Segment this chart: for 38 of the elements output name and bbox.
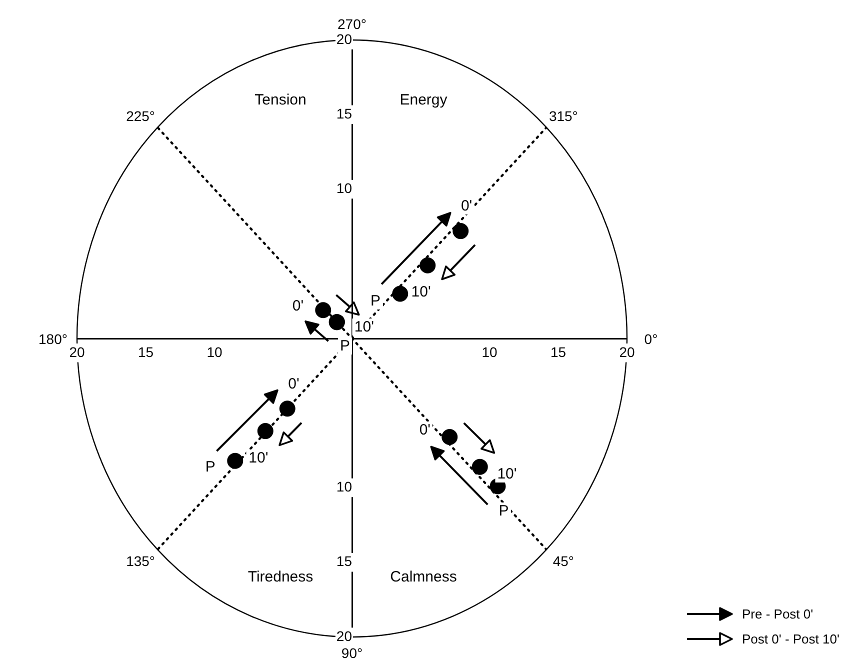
y-tick-label: 20 (336, 628, 352, 644)
annotation: Energy (400, 91, 448, 108)
text: Post 0' - Post 10' (742, 632, 840, 646)
annotation: 10' (495, 465, 519, 482)
annotation: 225° (126, 108, 156, 124)
y-tick-label: 10 (336, 180, 352, 196)
text: 90° (341, 645, 363, 661)
y-tick-label: 20 (336, 30, 352, 47)
annotation: 0' (417, 422, 433, 439)
x-tick-label: 10 (206, 344, 222, 360)
annotation: Tiredness (248, 568, 314, 586)
text: 270° (338, 16, 366, 32)
annotation: Calmness (390, 568, 457, 586)
annotation: 0' (458, 198, 474, 215)
annotation: P (368, 292, 382, 310)
annotation: P (203, 458, 218, 476)
text: 0° (644, 330, 658, 346)
annotation: P (338, 338, 352, 355)
y-tick-label: 10 (336, 478, 352, 495)
x-tick-label: 15 (550, 344, 566, 360)
annotation: 315° (548, 108, 578, 124)
annotation: 10' (409, 284, 433, 301)
annotation: 10' (246, 450, 270, 467)
text: 180° (38, 330, 68, 346)
text: Pre - Post 0' (742, 606, 814, 622)
annotation: 45° (552, 552, 574, 569)
annotation: 10' (352, 318, 376, 336)
annotation: Tension (254, 91, 306, 108)
annotation: 135° (126, 552, 156, 569)
x-tick-label: 20 (619, 344, 635, 360)
annotation: P (496, 502, 511, 520)
annotation: 0' (286, 375, 302, 392)
x-tick-label: 15 (138, 344, 154, 360)
annotation: 0' (290, 297, 306, 314)
x-tick-label: 10 (482, 344, 498, 360)
y-tick-label: 15 (336, 553, 352, 570)
x-tick-label: 20 (69, 344, 85, 360)
y-tick-label: 15 (336, 105, 352, 122)
